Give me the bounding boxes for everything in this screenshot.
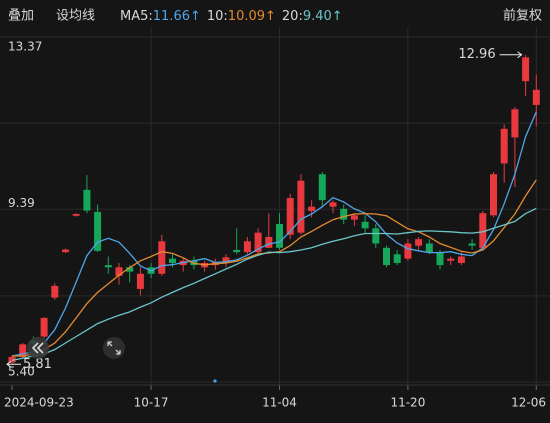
candle-body <box>62 249 69 253</box>
candle-body <box>532 89 540 105</box>
candle-body <box>8 356 16 363</box>
candle-body <box>511 109 519 138</box>
candle-body <box>297 180 305 233</box>
candle-body <box>350 215 358 220</box>
candle-body <box>276 224 283 248</box>
ma-line <box>11 111 537 357</box>
icon-glyph <box>31 342 44 354</box>
candle-body <box>254 232 262 253</box>
min-arrow-head <box>6 360 12 368</box>
candle-body <box>158 241 166 274</box>
overlay-button[interactable]: 叠加 <box>8 9 34 24</box>
legend-value: 11.66↑ <box>153 9 201 24</box>
candle-body <box>340 208 348 220</box>
candle-body <box>404 243 412 259</box>
candle-body <box>490 174 497 216</box>
candle-body <box>308 206 316 212</box>
x-tick-label: 11-04 <box>262 396 297 410</box>
candle-body <box>318 174 326 201</box>
candle-body <box>51 285 59 298</box>
legend-value: 10.09↑ <box>228 9 276 24</box>
candle-body <box>169 258 176 263</box>
candle-body <box>136 273 144 289</box>
candle-body <box>329 202 337 207</box>
x-tick-label: 10-17 <box>134 396 169 410</box>
candle-body <box>115 267 123 276</box>
candle-body <box>447 258 455 261</box>
min-label: 5.81 <box>23 357 52 372</box>
candle-body <box>372 228 380 244</box>
max-label: 12.96 <box>458 47 495 62</box>
candle-body <box>126 267 134 272</box>
candle-body <box>522 57 530 82</box>
y-tick-label: 5.40 <box>8 365 35 379</box>
y-tick-label: 13.37 <box>8 40 42 54</box>
candle-body <box>94 211 102 251</box>
candle-body <box>415 239 423 246</box>
adjust-button[interactable]: 前复权 <box>503 8 542 24</box>
ma-line <box>11 207 537 362</box>
candle-body <box>222 257 230 263</box>
candle-body <box>286 198 294 235</box>
candle-body <box>19 344 27 357</box>
marker-dot <box>213 379 217 383</box>
candle-body <box>83 189 91 211</box>
legend-name: 10: <box>207 9 228 24</box>
candle-body <box>457 256 465 263</box>
set-ma-button[interactable]: 设均线 <box>56 9 95 24</box>
ma-legend: MA5:11.66↑ 10:10.09↑ 20:9.40↑ <box>120 9 343 24</box>
candle-body <box>383 247 390 266</box>
candle-body <box>500 128 508 164</box>
x-tick-label: 11-20 <box>390 396 425 410</box>
candle-body <box>243 241 251 253</box>
candle-body <box>436 252 444 266</box>
candle-body <box>104 265 112 268</box>
legend-name: MA5: <box>120 9 153 24</box>
icon-glyph <box>107 341 121 355</box>
x-tick-label: 12-06 <box>511 396 546 410</box>
candle-body <box>425 243 433 253</box>
candle-body <box>468 243 476 246</box>
candle-body <box>479 213 487 248</box>
expand-icon[interactable] <box>103 337 125 359</box>
candle-body <box>40 317 48 337</box>
candle-body <box>233 249 241 253</box>
plot: 13.37 9.39 5.40 2024-09-23 10-17 11-04 11-20 12… <box>0 27 550 410</box>
candle-body <box>72 214 80 216</box>
candle-body <box>265 236 273 248</box>
candle-body <box>361 221 369 229</box>
legend-value: 9.40↑ <box>303 9 343 24</box>
y-tick-label: 9.39 <box>8 196 35 210</box>
max-arrow-head <box>517 51 523 59</box>
candle-body <box>393 254 401 263</box>
icon-bg <box>103 337 125 359</box>
x-tick-label: 2024-09-23 <box>4 396 74 410</box>
legend-name: 20: <box>282 9 303 24</box>
zoom-left-icon[interactable] <box>27 337 49 359</box>
